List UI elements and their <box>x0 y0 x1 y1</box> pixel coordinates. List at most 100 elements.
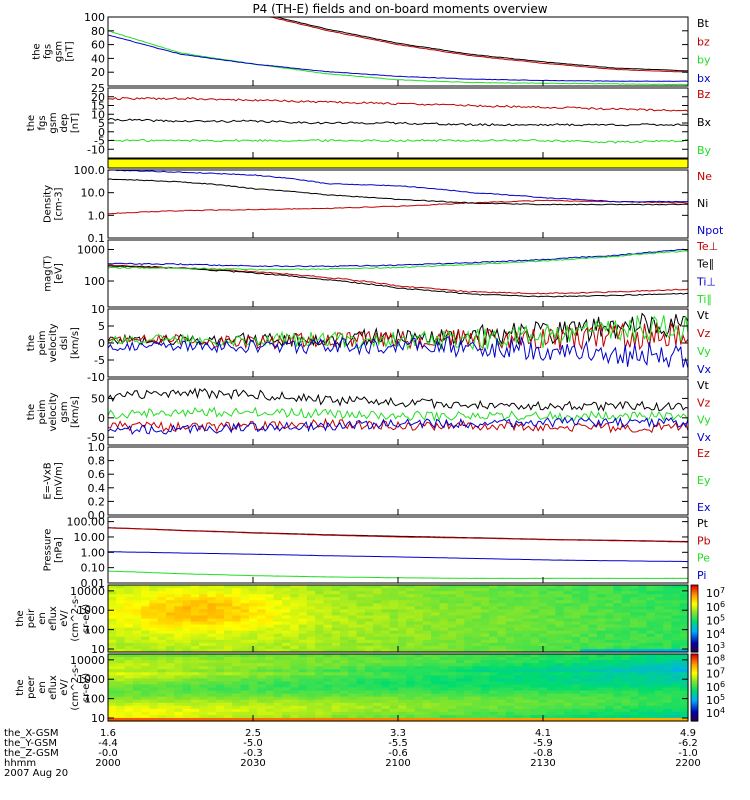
spectrogram-cell <box>124 684 134 689</box>
spectrogram-cell <box>530 714 540 719</box>
y-tick-label: 15 <box>91 100 105 113</box>
spectrogram-cell <box>547 708 557 713</box>
spectrogram-cell <box>190 708 200 713</box>
spectrogram-cell <box>555 696 565 701</box>
spectrogram-cell <box>257 699 267 704</box>
spectrogram-cell <box>323 645 333 650</box>
spectrogram-cell <box>580 630 590 635</box>
spectrogram-cell <box>439 642 449 647</box>
spectrogram-cell <box>472 648 482 653</box>
spectrogram-cell <box>588 714 598 719</box>
spectrogram-cell <box>671 645 681 650</box>
spectrogram-cell <box>315 708 325 713</box>
spectrogram-cell <box>580 588 590 592</box>
spectrogram-cell <box>298 648 308 653</box>
spectrogram-cell <box>654 588 664 592</box>
spectrogram-cell <box>480 702 490 707</box>
spectrogram-cell <box>547 657 557 661</box>
spectrogram-cell <box>149 618 159 623</box>
spectrogram-cell <box>439 702 449 707</box>
spectrogram-cell <box>298 612 308 617</box>
spectrogram-cell <box>257 639 267 644</box>
spectrogram-cell <box>580 606 590 610</box>
spectrogram-cell <box>679 588 689 592</box>
spectrogram-cell <box>149 657 159 661</box>
spectrogram-cell <box>108 648 117 653</box>
spectrogram-cell <box>306 594 316 598</box>
colorbar-cell <box>691 712 698 715</box>
spectrogram-cell <box>613 702 623 707</box>
spectrogram-cell <box>613 666 623 670</box>
spectrogram-cell <box>282 636 291 641</box>
spectrogram-cell <box>447 594 457 598</box>
spectrogram-cell <box>447 717 457 722</box>
spectrogram-cell <box>572 702 581 707</box>
spectrogram-cell <box>282 654 291 658</box>
spectrogram-cell <box>588 693 598 698</box>
spectrogram-cell <box>555 636 565 641</box>
spectrogram-cell <box>298 630 308 635</box>
y-tick-label: 25 <box>91 82 105 95</box>
spectrogram-cell <box>340 621 349 626</box>
y-axis-label-line: eV/ <box>59 679 70 696</box>
spectrogram-cell <box>563 654 573 658</box>
spectrogram-cell <box>439 645 449 650</box>
spectrogram-cell <box>497 657 507 661</box>
spectrogram-cell <box>605 591 615 595</box>
spectrogram-cell <box>273 633 283 638</box>
spectrogram-cell <box>182 654 192 658</box>
spectrogram-cell <box>232 714 242 719</box>
spectrogram-cell <box>174 588 184 592</box>
spectrogram-cell <box>406 675 416 679</box>
legend-item: Ez <box>697 447 710 460</box>
spectrogram-cell <box>323 624 333 629</box>
spectrogram-cell <box>422 690 432 695</box>
spectrogram-cell <box>580 663 590 667</box>
spectrogram-cell <box>364 717 374 722</box>
spectrogram-cell <box>265 621 275 626</box>
spectrogram-cell <box>108 618 117 623</box>
spectrogram-cell <box>456 606 465 610</box>
spectrogram-cell <box>630 594 639 598</box>
spectrogram-cell <box>679 690 689 695</box>
spectrogram-cell <box>257 687 267 692</box>
panel-frame <box>107 169 689 239</box>
spectrogram-cell <box>356 597 366 601</box>
spectrogram-cell <box>588 678 598 683</box>
spectrogram-cell <box>124 663 134 667</box>
spectrogram-cell <box>389 681 399 686</box>
spectrogram-cell <box>596 702 606 707</box>
spectrogram-cell <box>538 639 548 644</box>
spectrogram-cell <box>356 708 366 713</box>
spectrogram-cell <box>323 633 333 638</box>
spectrogram-cell <box>190 606 200 610</box>
spectrogram-cell <box>273 603 283 607</box>
spectrogram-cell <box>356 693 366 698</box>
spectrogram-cell <box>630 615 639 620</box>
spectrogram-cell <box>654 711 664 716</box>
spectrogram-cell <box>215 657 225 661</box>
spectrogram-cell <box>398 696 407 701</box>
spectrogram-cell <box>679 639 689 644</box>
spectrogram-cell <box>306 711 316 716</box>
spectrogram-cell <box>679 585 689 589</box>
spectrogram-cell <box>141 672 151 676</box>
spectrogram-cell <box>389 633 399 638</box>
spectrogram-cell <box>572 624 581 629</box>
spectrogram-cell <box>174 609 184 614</box>
spectrogram-cell <box>282 585 291 589</box>
spectrogram-cell <box>406 666 416 670</box>
spectrogram-cell <box>389 702 399 707</box>
spectrogram-cell <box>265 684 275 689</box>
spectrogram-cell <box>373 693 383 698</box>
spectrogram-cell <box>514 675 523 679</box>
spectrogram-cell <box>671 672 681 676</box>
spectrogram-cell <box>580 657 590 661</box>
spectrogram-cell <box>306 633 316 638</box>
spectrogram-cell <box>215 624 225 629</box>
spectrogram-cell <box>422 657 432 661</box>
spectrogram-cell <box>356 654 366 658</box>
spectrogram-cell <box>298 663 308 667</box>
spectrogram-cell <box>439 648 449 653</box>
spectrogram-cell <box>315 639 325 644</box>
